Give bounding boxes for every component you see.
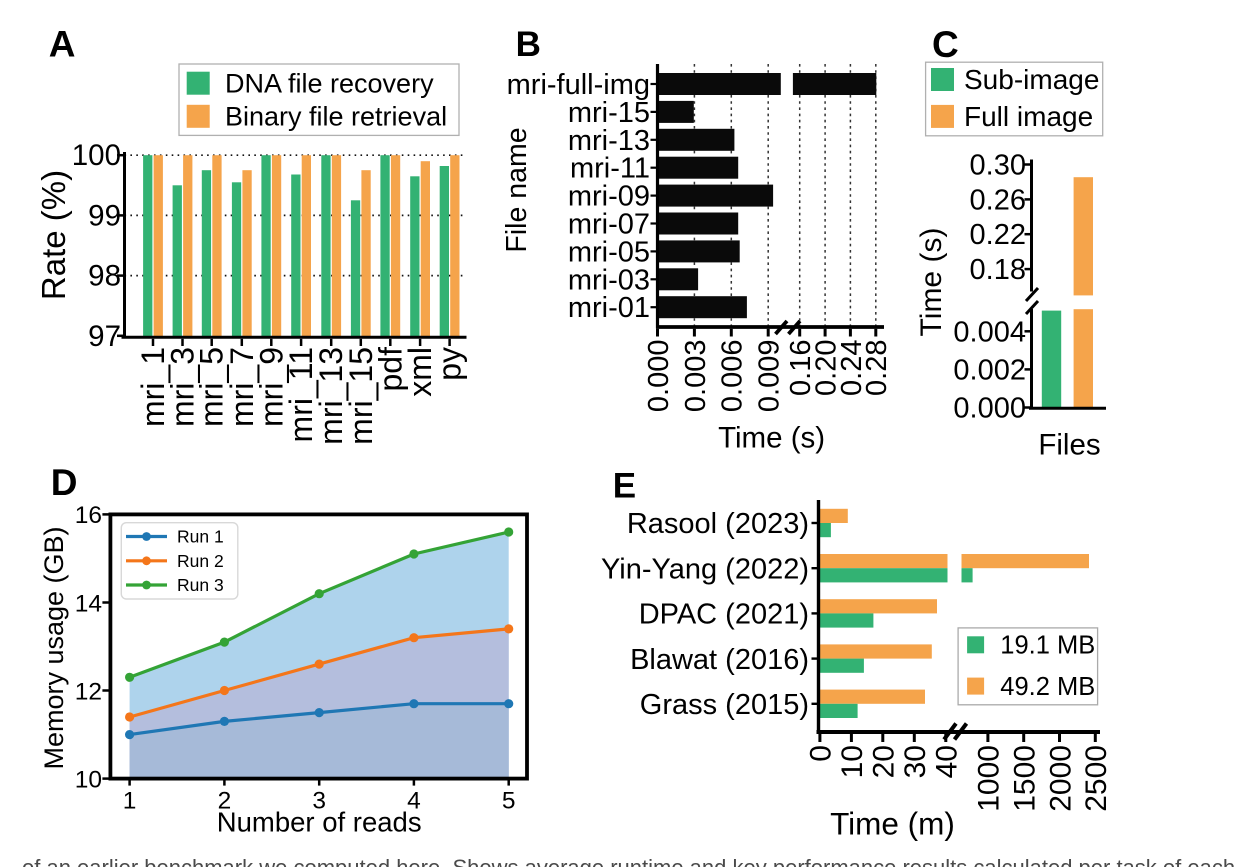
svg-text:Binary file retrieval: Binary file retrieval: [225, 102, 447, 132]
svg-text:mri-full-img: mri-full-img: [507, 69, 650, 101]
svg-text:2500: 2500: [1080, 745, 1113, 812]
svg-text:mri_15: mri_15: [343, 347, 379, 445]
svg-text:0.006: 0.006: [717, 340, 749, 413]
svg-text:mri_3: mri_3: [165, 347, 201, 427]
svg-text:Rasool (2023): Rasool (2023): [627, 508, 809, 540]
svg-text:40: 40: [931, 745, 964, 778]
svg-text:2: 2: [218, 788, 232, 815]
svg-text:mri-01: mri-01: [568, 292, 650, 324]
svg-text:mri_13: mri_13: [313, 347, 349, 445]
svg-text:mri-11: mri-11: [570, 153, 650, 185]
svg-text:20: 20: [868, 745, 901, 778]
svg-text:Run 1: Run 1: [177, 527, 224, 547]
svg-text:1: 1: [123, 788, 137, 815]
svg-text:10: 10: [836, 745, 869, 778]
svg-text:mri_9: mri_9: [253, 347, 289, 427]
svg-text:mri-07: mri-07: [568, 209, 650, 241]
svg-text:10: 10: [75, 766, 102, 793]
svg-text:100: 100: [72, 139, 121, 172]
svg-text:12: 12: [75, 678, 102, 705]
svg-text:0.18: 0.18: [970, 254, 1026, 286]
svg-text:mri-15: mri-15: [568, 97, 650, 129]
svg-text:C: C: [932, 24, 959, 65]
svg-text:0.004: 0.004: [953, 316, 1026, 348]
svg-text:Memory usage (GB): Memory usage (GB): [39, 526, 69, 769]
svg-text:5: 5: [502, 788, 516, 815]
svg-text:0.16: 0.16: [785, 340, 817, 396]
svg-text:3: 3: [312, 788, 326, 815]
svg-text:xml: xml: [402, 347, 438, 397]
svg-text:mri_1: mri_1: [135, 347, 171, 427]
svg-text:19.1 MB: 19.1 MB: [1000, 632, 1095, 660]
svg-text:Time (s): Time (s): [718, 422, 825, 455]
svg-text:0.24: 0.24: [836, 340, 868, 396]
svg-text:99: 99: [88, 199, 121, 232]
svg-text:Full image: Full image: [964, 101, 1093, 132]
svg-text:0: 0: [805, 745, 838, 762]
svg-text:97: 97: [88, 320, 121, 353]
svg-text:Time (s): Time (s): [915, 228, 948, 337]
svg-text:0.002: 0.002: [953, 354, 1026, 386]
svg-text:2000: 2000: [1044, 745, 1077, 812]
svg-text:D: D: [51, 462, 78, 503]
svg-text:0.30: 0.30: [970, 150, 1026, 182]
svg-text:DPAC (2021): DPAC (2021): [639, 599, 809, 631]
svg-text:14: 14: [75, 590, 102, 617]
svg-text:Time (m): Time (m): [830, 805, 955, 841]
svg-text:Grass (2015): Grass (2015): [640, 689, 809, 721]
svg-text:mri_11: mri_11: [283, 347, 319, 442]
svg-text:File name: File name: [501, 127, 533, 252]
svg-text:mri-03: mri-03: [568, 264, 650, 296]
svg-text:Number of reads: Number of reads: [217, 807, 422, 838]
svg-text:mri_5: mri_5: [194, 347, 230, 427]
svg-text:mri-05: mri-05: [568, 236, 650, 268]
svg-text:Run 2: Run 2: [177, 551, 224, 571]
svg-text:49.2 MB: 49.2 MB: [1000, 673, 1095, 701]
svg-text:0.22: 0.22: [970, 219, 1026, 251]
svg-text:1500: 1500: [1009, 745, 1042, 812]
svg-text:mri_7: mri_7: [224, 347, 260, 427]
svg-text:4: 4: [407, 788, 421, 815]
svg-text:mri-13: mri-13: [568, 125, 650, 157]
svg-text:30: 30: [899, 745, 932, 778]
svg-text:Sub-image: Sub-image: [964, 64, 1099, 95]
svg-text:Blawat (2016): Blawat (2016): [630, 644, 809, 676]
svg-text:0.20: 0.20: [811, 340, 843, 396]
svg-text:Run 3: Run 3: [177, 575, 224, 595]
svg-text:DNA file recovery: DNA file recovery: [225, 69, 434, 99]
svg-text:0.003: 0.003: [680, 340, 712, 413]
svg-text:Rate (%): Rate (%): [35, 170, 72, 300]
svg-text:1000: 1000: [973, 745, 1006, 812]
svg-text:98: 98: [88, 260, 121, 293]
svg-text:mri-09: mri-09: [568, 181, 650, 213]
svg-text:Files: Files: [1038, 429, 1100, 462]
svg-text:0.28: 0.28: [861, 340, 893, 396]
svg-text:py: py: [432, 347, 468, 381]
svg-text:A: A: [49, 23, 76, 64]
svg-text:Yin-Yang (2022): Yin-Yang (2022): [601, 553, 809, 585]
svg-text:0.26: 0.26: [970, 184, 1026, 216]
svg-text:0.000: 0.000: [953, 393, 1026, 425]
svg-text:16: 16: [75, 502, 102, 529]
svg-text:0.009: 0.009: [754, 340, 786, 413]
svg-text:E: E: [613, 467, 636, 506]
svg-text:pdf: pdf: [372, 347, 408, 392]
svg-text:0.000: 0.000: [643, 340, 675, 413]
svg-text:B: B: [516, 25, 541, 64]
